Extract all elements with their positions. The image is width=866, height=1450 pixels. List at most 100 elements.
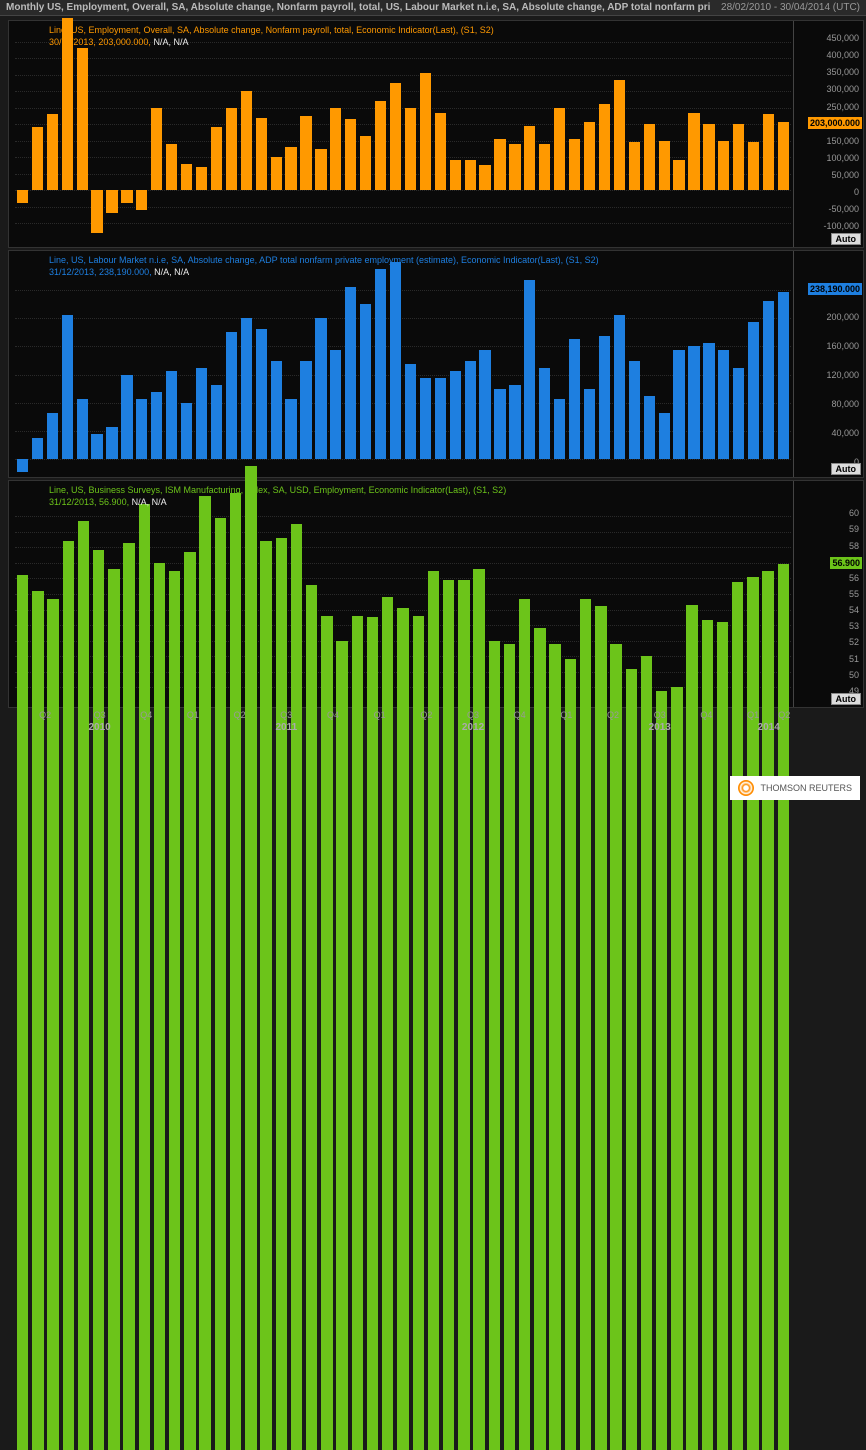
bar[interactable] (465, 160, 476, 190)
bar[interactable] (196, 167, 207, 190)
bar[interactable] (405, 364, 416, 459)
bar[interactable] (300, 116, 311, 190)
bar[interactable] (291, 524, 302, 1450)
bar[interactable] (610, 644, 621, 1450)
bar[interactable] (614, 315, 625, 459)
bar[interactable] (584, 389, 595, 459)
bar[interactable] (763, 114, 774, 190)
plot-area[interactable] (15, 255, 791, 473)
bar[interactable] (300, 361, 311, 459)
bar[interactable] (747, 577, 758, 1450)
bar[interactable] (17, 575, 28, 1450)
bar[interactable] (367, 617, 378, 1450)
bar[interactable] (671, 687, 682, 1450)
bar[interactable] (360, 304, 371, 459)
bar[interactable] (614, 80, 625, 191)
bar[interactable] (494, 139, 505, 190)
bar[interactable] (330, 108, 341, 191)
bar[interactable] (106, 427, 117, 459)
bar[interactable] (644, 124, 655, 190)
bar[interactable] (285, 399, 296, 459)
bar[interactable] (375, 269, 386, 459)
bar[interactable] (778, 292, 789, 459)
bar[interactable] (106, 190, 117, 213)
bar[interactable] (151, 392, 162, 459)
bar[interactable] (123, 543, 134, 1450)
plot-area[interactable] (15, 25, 791, 243)
bar[interactable] (93, 550, 104, 1450)
bar[interactable] (256, 118, 267, 191)
bar[interactable] (315, 318, 326, 459)
bar[interactable] (703, 343, 714, 459)
bar[interactable] (644, 396, 655, 459)
bar[interactable] (554, 399, 565, 459)
bar[interactable] (271, 361, 282, 459)
bar[interactable] (181, 164, 192, 190)
bar[interactable] (62, 315, 73, 459)
bar[interactable] (345, 287, 356, 459)
bar[interactable] (108, 569, 119, 1450)
bar[interactable] (199, 496, 210, 1450)
bar[interactable] (565, 659, 576, 1450)
bar[interactable] (629, 142, 640, 190)
bar[interactable] (276, 538, 287, 1450)
bar[interactable] (688, 113, 699, 191)
bar[interactable] (763, 301, 774, 459)
bar[interactable] (330, 350, 341, 459)
bar[interactable] (336, 641, 347, 1450)
bar[interactable] (435, 113, 446, 191)
bar[interactable] (32, 127, 43, 190)
bar[interactable] (641, 656, 652, 1450)
bar[interactable] (509, 385, 520, 459)
bar[interactable] (136, 399, 147, 459)
auto-scale-button[interactable]: Auto (831, 233, 862, 245)
bar[interactable] (390, 262, 401, 459)
bar[interactable] (226, 108, 237, 191)
bar[interactable] (245, 466, 256, 1450)
bar[interactable] (184, 552, 195, 1450)
bar[interactable] (762, 571, 773, 1450)
bar[interactable] (489, 641, 500, 1450)
bar[interactable] (584, 122, 595, 190)
bar[interactable] (504, 644, 515, 1450)
bar[interactable] (733, 368, 744, 459)
bar[interactable] (539, 368, 550, 459)
bar[interactable] (91, 434, 102, 459)
bar[interactable] (169, 571, 180, 1450)
bar[interactable] (63, 541, 74, 1450)
plot-area[interactable] (15, 485, 791, 703)
bar[interactable] (226, 332, 237, 459)
bar[interactable] (539, 144, 550, 190)
bar[interactable] (154, 563, 165, 1450)
auto-scale-button[interactable]: Auto (831, 693, 862, 705)
bar[interactable] (17, 459, 28, 472)
bar[interactable] (136, 190, 147, 210)
bar[interactable] (47, 114, 58, 190)
bar[interactable] (659, 413, 670, 459)
bar[interactable] (450, 160, 461, 190)
bar[interactable] (121, 190, 132, 203)
bar[interactable] (360, 136, 371, 191)
bar[interactable] (718, 350, 729, 459)
bar[interactable] (656, 691, 667, 1450)
bar[interactable] (778, 122, 789, 190)
bar[interactable] (151, 108, 162, 191)
bar[interactable] (717, 622, 728, 1450)
bar[interactable] (435, 378, 446, 459)
bar[interactable] (77, 48, 88, 190)
bar[interactable] (91, 190, 102, 233)
bar[interactable] (241, 91, 252, 190)
bar[interactable] (260, 541, 271, 1450)
bar[interactable] (599, 336, 610, 459)
bar[interactable] (420, 73, 431, 190)
bar[interactable] (77, 399, 88, 459)
bar[interactable] (718, 141, 729, 191)
bar[interactable] (703, 124, 714, 190)
bar[interactable] (748, 142, 759, 190)
bar[interactable] (47, 413, 58, 459)
bar[interactable] (549, 644, 560, 1450)
bar[interactable] (673, 350, 684, 459)
bar[interactable] (375, 101, 386, 190)
bar[interactable] (256, 329, 267, 459)
bar[interactable] (230, 493, 241, 1450)
